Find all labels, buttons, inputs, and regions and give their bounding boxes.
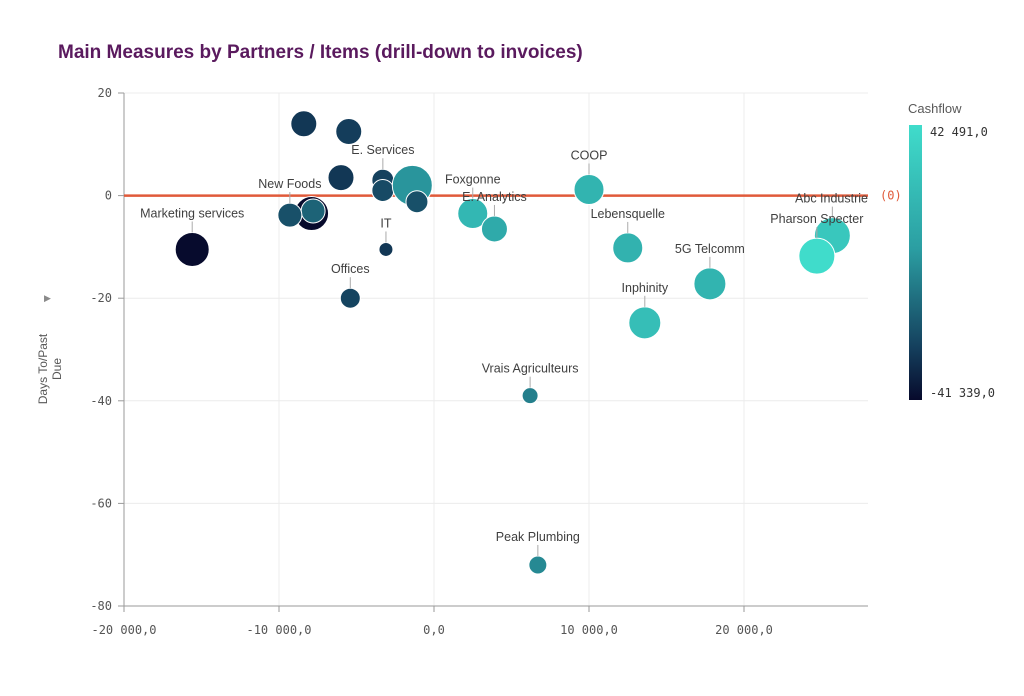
bubble-label: Marketing services — [140, 206, 244, 220]
bubbles — [174, 110, 851, 575]
bubble-label: Abc Industrie — [795, 192, 868, 206]
bubble[interactable] — [290, 110, 318, 138]
bubble[interactable] — [480, 215, 508, 243]
bubble[interactable] — [378, 241, 394, 257]
bubble-label: E. Analytics — [462, 190, 527, 204]
axes: 20 0 -20 -40 -60 -80 -20 000,0 -10 000,0 0,0 10 0… — [90, 86, 868, 637]
bubble-label: New Foods — [258, 177, 321, 191]
bubble[interactable] — [277, 202, 303, 228]
x-tick-label: 0,0 — [423, 623, 445, 637]
bubble[interactable] — [300, 198, 326, 224]
color-legend-min: -41 339,0 — [930, 386, 996, 400]
bubble-label: Lebensquelle — [591, 207, 665, 221]
color-legend-gradient[interactable] — [909, 125, 922, 400]
bubble[interactable] — [628, 306, 662, 340]
bubble-label: Foxgonne — [445, 173, 501, 187]
bubble[interactable] — [405, 190, 429, 214]
bubble-label: Vrais Agriculteurs — [482, 362, 579, 376]
chart-title: Main Measures by Partners / Items (drill… — [58, 42, 583, 63]
bubble-label: Offices — [331, 262, 370, 276]
bubble[interactable] — [371, 178, 395, 202]
bubble-label: Pharson Specter — [770, 212, 863, 226]
bubble-label: 5G Telcomm — [675, 242, 745, 256]
y-tick-label: -80 — [90, 599, 112, 613]
color-legend-title: Cashflow — [908, 101, 962, 116]
y-tick-label: -60 — [90, 496, 112, 510]
bubble-labels: E. Services New Foods Marketing services IT… — [140, 143, 868, 556]
bubble-label: COOP — [571, 148, 608, 162]
reference-line-label: (0) — [880, 189, 902, 203]
bubble[interactable] — [327, 164, 355, 192]
x-tick-label: -20 000,0 — [91, 623, 156, 637]
y-tick-label: 0 — [105, 189, 112, 203]
y-tick-label: 20 — [98, 86, 112, 100]
y-tick-label: -20 — [90, 291, 112, 305]
x-tick-label: -10 000,0 — [246, 623, 311, 637]
bubble[interactable] — [174, 231, 210, 267]
bubble[interactable] — [339, 287, 361, 309]
bubble-label: E. Services — [351, 143, 414, 157]
bubble[interactable] — [798, 237, 836, 275]
bubble-label: Peak Plumbing — [496, 530, 580, 544]
bubble[interactable] — [612, 232, 644, 264]
y-tick-label: -40 — [90, 394, 112, 408]
y-axis-sort-icon[interactable]: ▶ — [44, 293, 51, 303]
color-legend-max: 42 491,0 — [930, 125, 988, 139]
bubble[interactable] — [521, 387, 539, 405]
bubble[interactable] — [528, 555, 548, 575]
x-tick-label: 20 000,0 — [715, 623, 773, 637]
x-tick-label: 10 000,0 — [560, 623, 618, 637]
bubble[interactable] — [573, 173, 605, 205]
bubble[interactable] — [693, 267, 727, 301]
bubble[interactable] — [335, 117, 363, 145]
bubble-label: Inphinity — [622, 281, 669, 295]
bubble-label: IT — [380, 216, 391, 230]
reference-line-group: (0) — [124, 189, 902, 203]
